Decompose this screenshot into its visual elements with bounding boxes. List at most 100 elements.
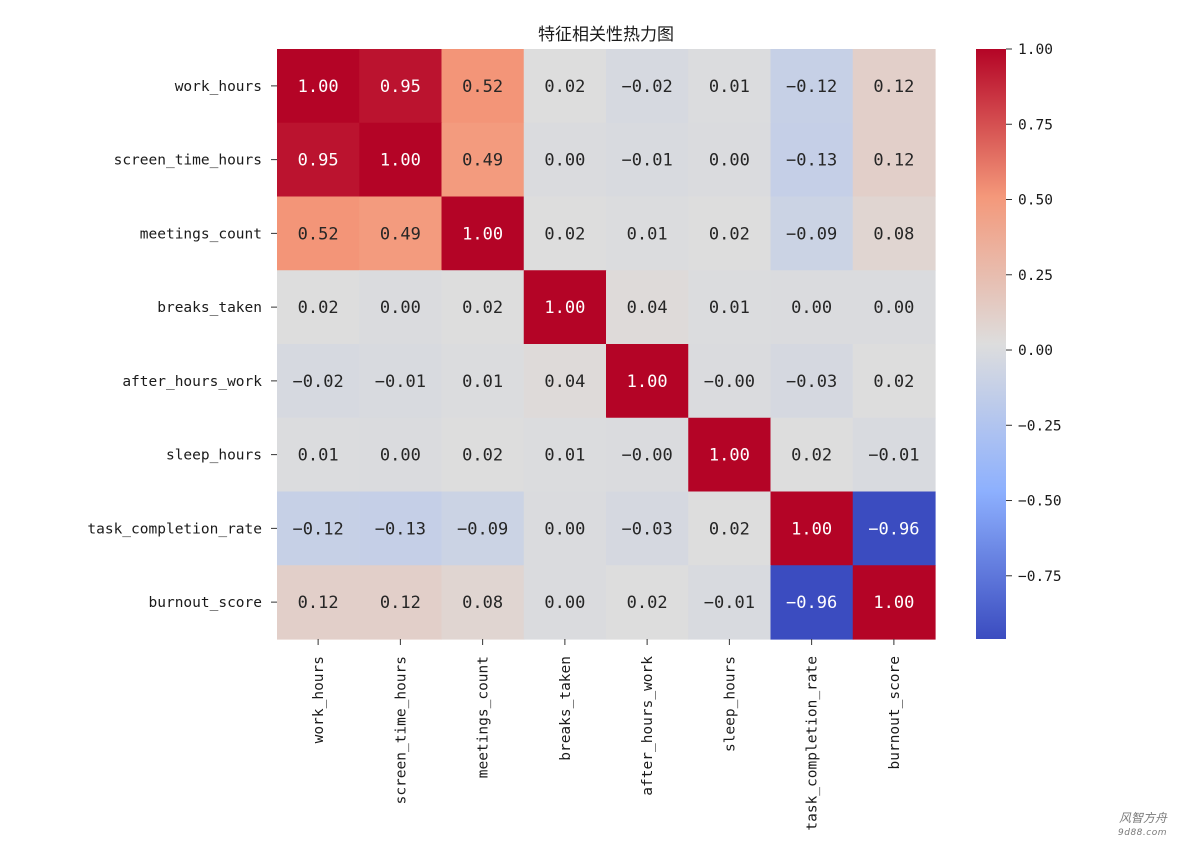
heatmap-cell bbox=[359, 196, 443, 271]
heatmap-cell bbox=[606, 49, 689, 124]
cell-value-label: 0.52 bbox=[462, 77, 503, 97]
col-label: meetings_count bbox=[476, 656, 492, 778]
heatmap-cell bbox=[770, 491, 854, 566]
cell-value-label: 0.49 bbox=[462, 151, 503, 171]
row-label: after_hours_work bbox=[122, 374, 262, 390]
cell-value-label: −0.09 bbox=[786, 224, 837, 244]
row-label: work_hours bbox=[175, 79, 262, 95]
colorbar-tick-label: 0.25 bbox=[1018, 268, 1053, 284]
heatmap-cell bbox=[606, 417, 689, 493]
cell-value-label: 0.02 bbox=[791, 446, 832, 466]
heatmap-cell bbox=[523, 196, 607, 271]
heatmap-cell bbox=[688, 270, 772, 345]
watermark-text: 风智方舟 bbox=[1118, 811, 1167, 825]
heatmap-cell bbox=[277, 122, 360, 198]
heatmap-cell bbox=[441, 491, 525, 566]
heatmap-cell bbox=[523, 417, 607, 493]
row-label: breaks_taken bbox=[157, 300, 262, 316]
heatmap-cell bbox=[852, 196, 936, 271]
cell-value-label: −0.02 bbox=[293, 372, 344, 392]
cell-value-label: 0.49 bbox=[380, 224, 421, 244]
cell-value-label: 0.01 bbox=[544, 446, 585, 466]
heatmap-cell bbox=[606, 196, 689, 271]
cell-value-label: 0.00 bbox=[709, 151, 750, 171]
heatmap-cell bbox=[770, 196, 854, 271]
cell-value-label: 0.00 bbox=[873, 298, 914, 318]
cell-value-label: −0.01 bbox=[868, 446, 919, 466]
cell-value-label: 0.12 bbox=[873, 77, 914, 97]
heatmap-cell bbox=[441, 270, 525, 345]
heatmap-cell bbox=[523, 270, 607, 345]
heatmap-cell bbox=[523, 344, 607, 419]
heatmap-cell bbox=[523, 491, 607, 566]
heatmap-cell bbox=[441, 49, 525, 124]
cell-value-label: −0.00 bbox=[704, 372, 755, 392]
heatmap-cell bbox=[606, 270, 689, 345]
cell-value-label: 0.95 bbox=[380, 77, 421, 97]
colorbar: 1.00 0.75 0.50 0.25 0.00 −0.25 −0.50 −0.75 bbox=[976, 42, 1062, 639]
cell-value-label: −0.96 bbox=[786, 593, 837, 613]
cell-value-label: −0.12 bbox=[293, 519, 344, 539]
heatmap-cell bbox=[277, 344, 360, 419]
cell-value-label: 0.00 bbox=[791, 298, 832, 318]
cell-value-label: 0.04 bbox=[627, 298, 668, 318]
cell-value-label: −0.03 bbox=[622, 519, 673, 539]
heatmap-cell bbox=[688, 122, 772, 198]
heatmap-cell bbox=[852, 344, 936, 419]
cell-value-label: 0.01 bbox=[627, 224, 668, 244]
heatmap-cell bbox=[277, 49, 360, 124]
cell-value-label: 0.00 bbox=[544, 519, 585, 539]
cell-value-label: −0.96 bbox=[868, 519, 919, 539]
cell-value-label: 0.12 bbox=[298, 593, 339, 613]
heatmap-cell bbox=[441, 344, 525, 419]
cell-value-label: −0.01 bbox=[704, 593, 755, 613]
heatmap-cell bbox=[359, 270, 443, 345]
heatmap-cell bbox=[688, 417, 772, 493]
cell-value-label: 0.12 bbox=[873, 151, 914, 171]
cell-value-label: 1.00 bbox=[380, 151, 421, 171]
colorbar-tick-label: −0.25 bbox=[1018, 418, 1062, 434]
cell-value-label: 1.00 bbox=[873, 593, 914, 613]
cell-value-label: 0.04 bbox=[544, 372, 585, 392]
row-label: screen_time_hours bbox=[114, 153, 262, 169]
row-label: burnout_score bbox=[149, 595, 263, 611]
cell-value-label: −0.09 bbox=[457, 519, 508, 539]
heatmap-cell bbox=[523, 565, 607, 640]
heatmap-cell bbox=[523, 122, 607, 198]
row-labels: work_hours screen_time_hours meetings_coun… bbox=[87, 79, 277, 611]
heatmap-cell bbox=[852, 270, 936, 345]
cell-value-label: −0.03 bbox=[786, 372, 837, 392]
cell-value-label: −0.01 bbox=[375, 372, 426, 392]
heatmap-cells: 1.00 0.95 0.52 0.02 −0.02 0.01 −0.12 0.12 0.95 1.… bbox=[277, 49, 936, 640]
heatmap-cell bbox=[441, 122, 525, 198]
cell-value-label: −0.13 bbox=[375, 519, 426, 539]
cell-value-label: 1.00 bbox=[627, 372, 668, 392]
cell-value-label: 0.01 bbox=[709, 77, 750, 97]
heatmap-cell bbox=[688, 565, 772, 640]
heatmap-cell bbox=[359, 491, 443, 566]
colorbar-tick-label: 0.00 bbox=[1018, 343, 1053, 359]
heatmap-cell bbox=[277, 196, 360, 271]
heatmap-cell bbox=[770, 270, 854, 345]
cell-value-label: −0.00 bbox=[622, 446, 673, 466]
heatmap-cell bbox=[606, 565, 689, 640]
heatmap-cell bbox=[523, 49, 607, 124]
cell-value-label: 0.00 bbox=[544, 151, 585, 171]
cell-value-label: 0.02 bbox=[462, 446, 503, 466]
cell-value-label: 1.00 bbox=[791, 519, 832, 539]
heatmap-cell bbox=[606, 122, 689, 198]
col-label: task_completion_rate bbox=[805, 656, 821, 831]
cell-value-label: 0.00 bbox=[380, 298, 421, 318]
heatmap-cell bbox=[441, 417, 525, 493]
heatmap-cell bbox=[277, 417, 360, 493]
heatmap-cell bbox=[852, 491, 936, 566]
cell-value-label: 0.00 bbox=[544, 593, 585, 613]
col-label: sleep_hours bbox=[722, 656, 738, 752]
cell-value-label: −0.12 bbox=[786, 77, 837, 97]
watermark-url: 9d88.com bbox=[1118, 828, 1167, 838]
cell-value-label: −0.02 bbox=[622, 77, 673, 97]
heatmap-cell bbox=[770, 122, 854, 198]
colorbar-tick-label: −0.50 bbox=[1018, 494, 1062, 510]
heatmap-cell bbox=[277, 565, 360, 640]
